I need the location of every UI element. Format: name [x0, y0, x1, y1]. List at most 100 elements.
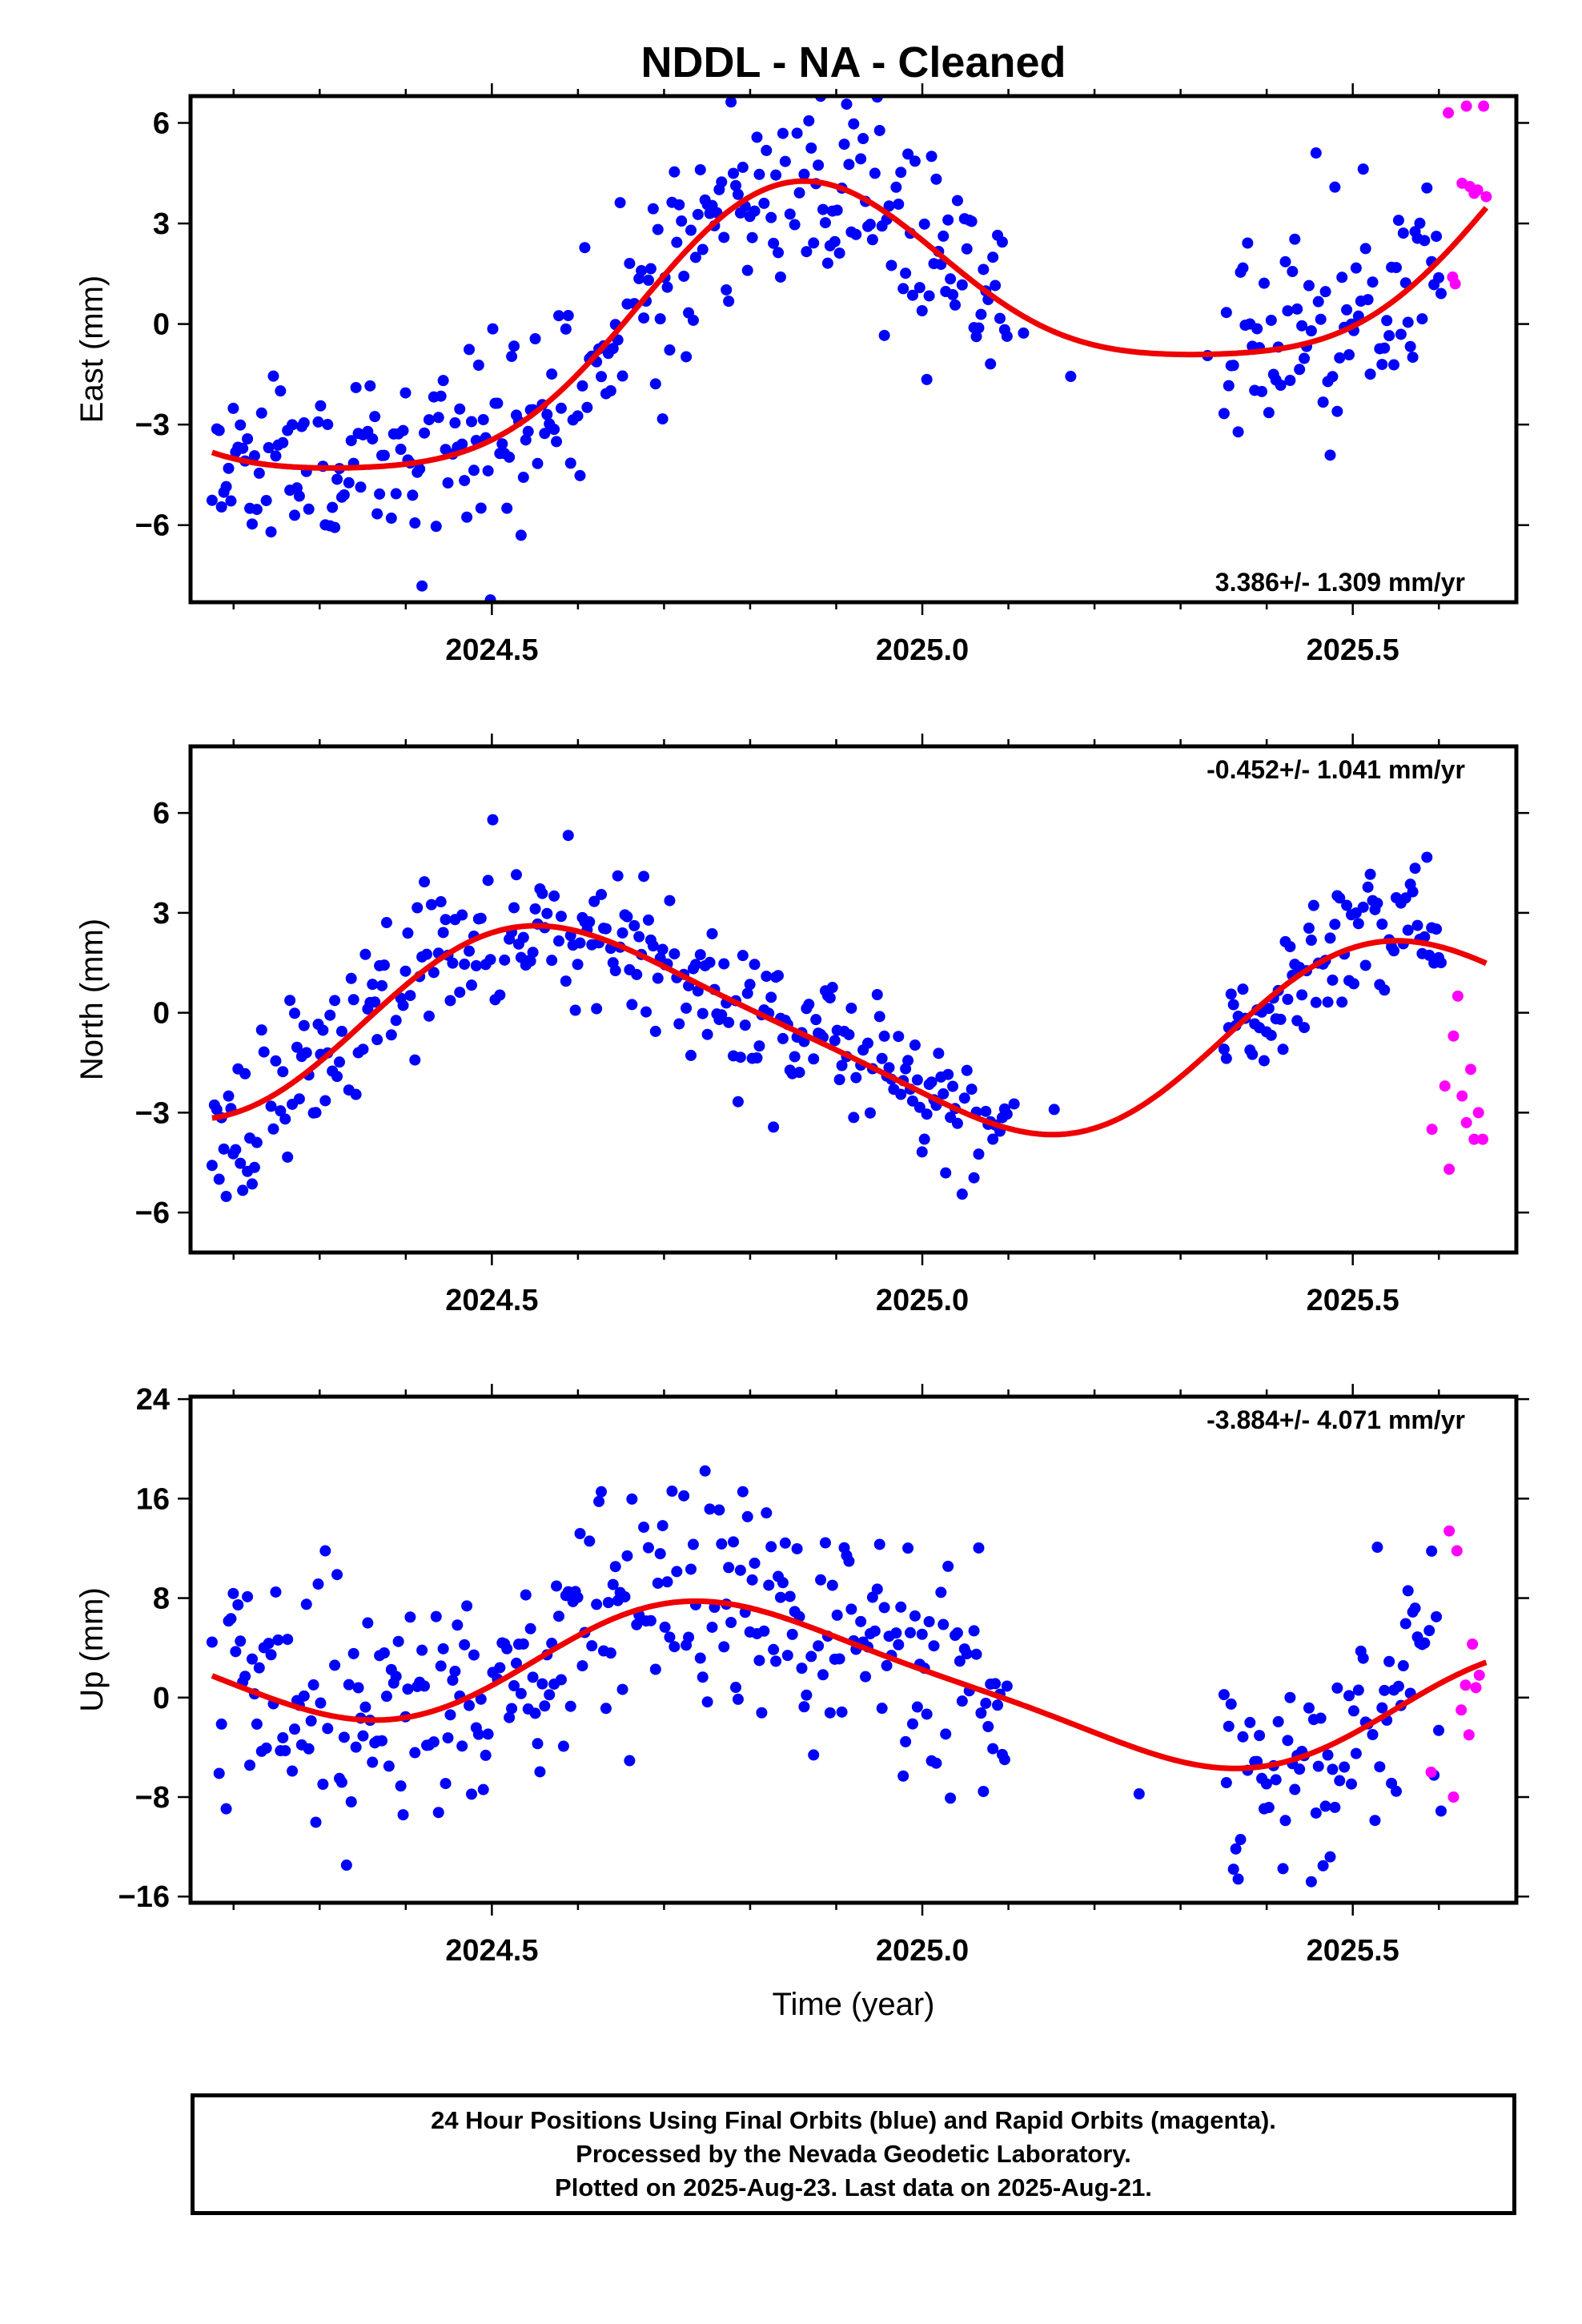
final-orbit-point — [539, 1700, 551, 1712]
final-orbit-point — [821, 257, 833, 269]
y-tick-label: 6 — [153, 797, 170, 830]
final-orbit-point — [357, 1730, 369, 1742]
final-orbit-point — [544, 1689, 556, 1701]
final-orbit-point — [1279, 1815, 1291, 1827]
final-orbit-point — [376, 979, 388, 991]
final-orbit-point — [428, 967, 440, 979]
final-orbit-point — [987, 1743, 999, 1755]
final-orbit-point — [1256, 385, 1268, 397]
final-orbit-point — [517, 931, 529, 943]
final-orbit-point — [468, 464, 480, 476]
final-orbit-point — [385, 513, 397, 525]
final-orbit-point — [1379, 984, 1391, 996]
final-orbit-point — [813, 1640, 825, 1652]
final-orbit-point — [312, 416, 324, 428]
final-orbit-point — [725, 1616, 737, 1628]
final-orbit-point — [911, 1701, 923, 1713]
y-tick-label: −6 — [135, 509, 170, 543]
final-orbit-point — [607, 343, 619, 355]
final-orbit-point — [246, 1178, 258, 1190]
final-orbit-point — [423, 1010, 435, 1022]
final-orbit-point — [1329, 181, 1341, 193]
x-tick-label: 2024.5 — [445, 1934, 538, 1968]
final-orbit-point — [414, 463, 426, 475]
final-orbit-point — [472, 1728, 484, 1740]
final-orbit-point — [515, 529, 527, 541]
final-orbit-point — [1296, 320, 1308, 332]
final-orbit-point — [477, 1783, 489, 1795]
final-orbit-point — [876, 1052, 888, 1064]
final-orbit-point — [987, 1133, 999, 1145]
final-orbit-point — [480, 1749, 492, 1761]
final-orbit-point — [367, 433, 379, 445]
y-tick-label: −8 — [135, 1781, 170, 1815]
final-orbit-point — [1001, 1680, 1013, 1692]
final-orbit-point — [961, 1064, 973, 1076]
final-orbit-point — [909, 1039, 921, 1051]
final-orbit-point — [881, 1659, 893, 1671]
final-orbit-point — [784, 208, 796, 220]
final-orbit-point — [335, 1025, 347, 1037]
final-orbit-point — [701, 1028, 713, 1040]
final-orbit-point — [223, 1090, 235, 1102]
final-orbit-point — [1312, 296, 1324, 308]
final-orbit-point — [1218, 1043, 1230, 1055]
final-orbit-point — [916, 1628, 928, 1640]
final-orbit-point — [404, 1611, 416, 1623]
final-orbit-point — [1048, 1104, 1060, 1116]
x-tick-label: 2025.0 — [876, 1284, 969, 1317]
final-orbit-point — [770, 1655, 782, 1667]
y-axis-label: East (mm) — [74, 275, 110, 423]
final-orbit-point — [596, 888, 608, 900]
final-orbit-point — [1305, 1876, 1317, 1888]
final-orbit-point — [1225, 1698, 1237, 1710]
final-orbit-point — [244, 1759, 256, 1771]
final-orbit-point — [1364, 368, 1376, 380]
final-orbit-point — [791, 1542, 803, 1554]
final-orbit-point — [1404, 340, 1416, 352]
final-orbit-point — [1336, 271, 1348, 283]
final-orbit-point — [741, 1510, 753, 1522]
final-orbit-point — [390, 1671, 402, 1683]
final-orbit-point — [753, 168, 765, 180]
final-orbit-point — [291, 1041, 303, 1053]
final-orbit-point — [303, 503, 315, 515]
final-orbit-point — [522, 425, 534, 437]
final-orbit-point — [826, 1579, 838, 1591]
final-orbit-point — [940, 1167, 952, 1179]
rapid-orbit-point — [1480, 191, 1492, 203]
final-orbit-point — [990, 279, 1002, 292]
model-curve — [211, 923, 1488, 1138]
final-orbit-point — [848, 1112, 860, 1124]
final-orbit-point — [678, 270, 690, 282]
final-orbit-point — [267, 1123, 279, 1135]
model-curve — [211, 1598, 1488, 1771]
final-orbit-point — [638, 312, 650, 324]
final-orbit-point — [636, 264, 648, 276]
final-orbit-point — [242, 1590, 254, 1602]
final-orbit-point — [746, 1574, 758, 1586]
final-orbit-point — [270, 1586, 282, 1598]
final-orbit-point — [987, 251, 999, 263]
final-orbit-point — [895, 167, 907, 179]
final-orbit-point — [1343, 1690, 1355, 1702]
final-orbit-point — [893, 1031, 905, 1043]
rapid-orbit-point — [1439, 1080, 1451, 1092]
final-orbit-point — [911, 1074, 923, 1086]
final-orbit-point — [921, 373, 933, 385]
final-orbit-point — [902, 1055, 914, 1067]
final-orbit-point — [654, 313, 666, 325]
final-orbit-point — [1435, 1805, 1447, 1817]
final-orbit-point — [1305, 325, 1317, 337]
final-orbit-point — [942, 1068, 954, 1080]
final-orbit-point — [607, 1578, 619, 1590]
rapid-orbit-point — [1472, 184, 1484, 196]
final-orbit-point — [935, 259, 947, 271]
final-orbit-point — [694, 1652, 706, 1664]
final-orbit-point — [749, 205, 761, 217]
final-orbit-point — [1254, 1730, 1266, 1742]
final-orbit-point — [1334, 892, 1346, 904]
final-orbit-point — [640, 1006, 652, 1018]
final-orbit-point — [322, 1723, 334, 1735]
final-orbit-point — [913, 282, 926, 294]
